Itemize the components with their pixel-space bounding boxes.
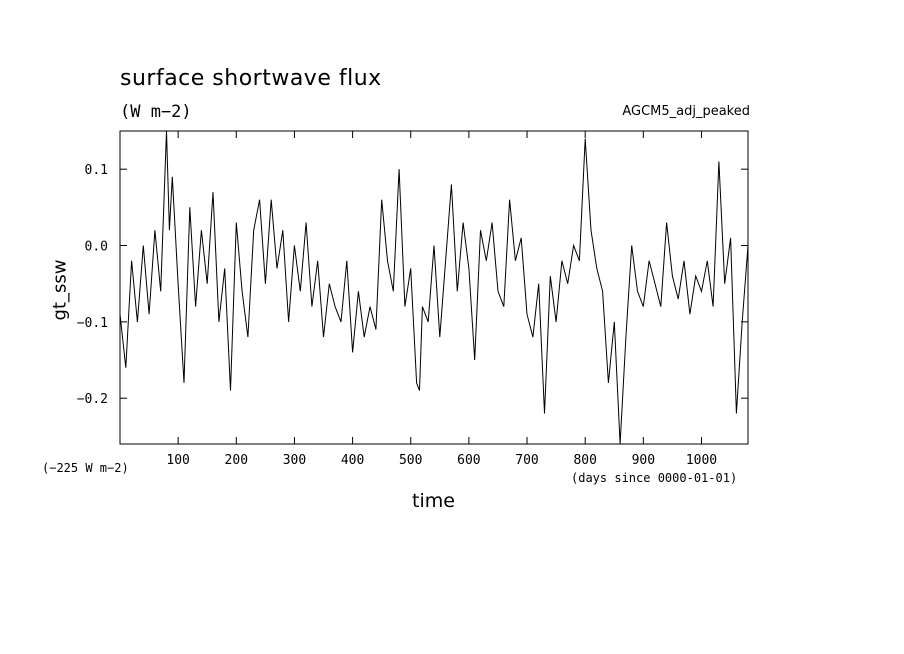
y-tick-label: −0.2	[77, 392, 108, 407]
x-tick-label: 800	[573, 453, 596, 468]
y-tick-label: 0.1	[85, 163, 108, 178]
series-line	[119, 130, 749, 445]
y-axis-ticks: 0.1 0.0 −0.1 −0.2	[77, 163, 748, 407]
y-tick-label: 0.0	[85, 240, 108, 255]
x-tick-label: 200	[225, 453, 248, 468]
x-tick-label: 700	[515, 453, 538, 468]
x-tick-label: 300	[283, 453, 306, 468]
plot-frame	[119, 130, 749, 445]
chart-title: surface shortwave flux	[120, 66, 382, 91]
y-tick-label: −0.1	[77, 316, 108, 331]
offset-note: (−225 W m−2)	[42, 461, 129, 475]
experiment-label: AGCM5_adj_peaked	[622, 104, 750, 119]
x-tick-label: 600	[457, 453, 480, 468]
chart-units: (W m−2)	[120, 102, 192, 122]
x-tick-label: 400	[341, 453, 364, 468]
y-axis-label: gt_ssw	[49, 259, 71, 321]
x-tick-label: 100	[166, 453, 189, 468]
x-axis-ticks: 100 200 300 400 500 600 700 800 900 1000	[166, 131, 717, 468]
x-tick-label: 900	[632, 453, 655, 468]
x-units-note: (days since 0000-01-01)	[571, 471, 738, 485]
x-axis-label: time	[412, 490, 455, 512]
x-tick-label: 500	[399, 453, 422, 468]
x-tick-label: 1000	[686, 453, 717, 468]
